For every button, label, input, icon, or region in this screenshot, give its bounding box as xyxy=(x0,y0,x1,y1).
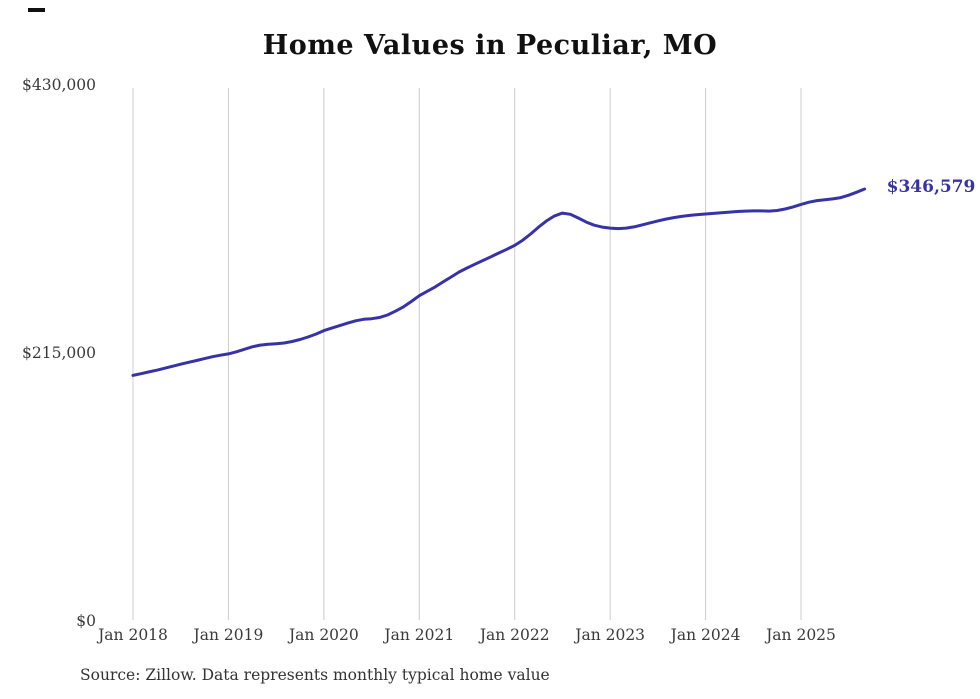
y-tick-label: $0 xyxy=(76,612,96,630)
chart-title: Home Values in Peculiar, MO xyxy=(262,30,718,61)
x-tick-label: Jan 2021 xyxy=(382,626,454,644)
y-tick-label: $215,000 xyxy=(22,344,96,362)
source-note: Source: Zillow. Data represents monthly … xyxy=(80,666,550,684)
x-tick-label: Jan 2023 xyxy=(573,626,645,644)
x-tick-label: Jan 2022 xyxy=(478,626,550,644)
top-left-mark xyxy=(28,8,45,12)
x-tick-label: Jan 2024 xyxy=(669,626,741,644)
x-tick-label: Jan 2025 xyxy=(764,626,836,644)
x-tick-label: Jan 2020 xyxy=(287,626,359,644)
y-tick-label: $430,000 xyxy=(22,76,96,94)
x-tick-label: Jan 2018 xyxy=(96,626,168,644)
latest-value-label: $346,579 xyxy=(886,176,976,197)
x-tick-label: Jan 2019 xyxy=(192,626,264,644)
value-line xyxy=(131,187,867,377)
